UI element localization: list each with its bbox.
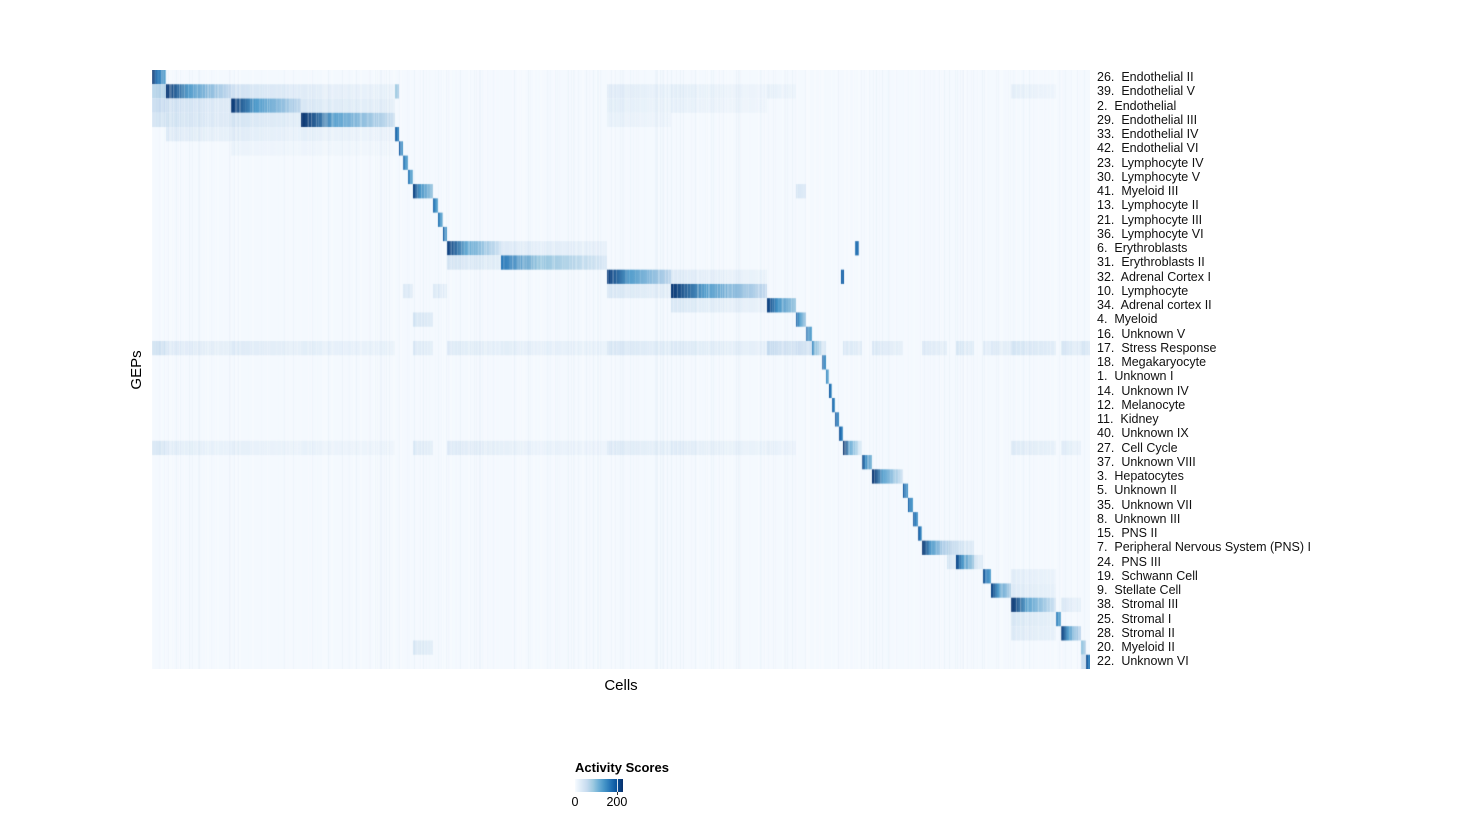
gep-row-label: 11. Kidney (1097, 412, 1159, 426)
gep-row-label: 4. Myeloid (1097, 312, 1158, 327)
gep-row-label: 21. Lymphocyte III (1097, 212, 1203, 227)
gep-row-label: 23. Lymphocyte IV (1097, 155, 1204, 170)
gep-row-label: 28. Stromal II (1097, 625, 1175, 640)
gep-row-label: 22. Unknown VI (1097, 654, 1189, 669)
gep-row-label: 13. Lymphocyte II (1097, 198, 1199, 213)
legend-tick-labels: 0 200 (571, 795, 628, 809)
gep-row-label: 7. Peripheral Nervous System (PNS) I (1097, 540, 1311, 555)
gep-row-label: 25. Stromal I (1097, 611, 1172, 626)
x-axis-label: Cells (604, 677, 638, 694)
legend-colorbar (575, 779, 623, 795)
legend: Activity Scores 0 200 (571, 760, 695, 809)
gep-row-label: 29. Endothelial III (1097, 112, 1198, 127)
heatmap (152, 70, 1090, 669)
gep-row-label: 17. Stress Response (1097, 340, 1217, 355)
y-axis-label: GEPs (128, 350, 145, 390)
gep-row-label: 40. Unknown IX (1097, 426, 1189, 441)
gep-row-label: 27. Cell Cycle (1097, 440, 1178, 455)
gep-row-label: 9. Stellate Cell (1097, 583, 1182, 597)
gep-row-label: 20. Myeloid II (1097, 640, 1175, 654)
gep-row-label: 33. Endothelial IV (1097, 127, 1199, 141)
gep-row-label: 37. Unknown VIII (1097, 454, 1196, 469)
gep-row-label: 32. Adrenal Cortex I (1097, 269, 1211, 284)
gep-row-label: 1. Unknown I (1097, 369, 1174, 384)
gep-row-label: 6. Erythroblasts (1097, 241, 1188, 255)
gep-row-label: 3. Hepatocytes (1097, 469, 1184, 483)
gep-row-label: 18. Megakaryocyte (1097, 355, 1207, 369)
legend-title: Activity Scores (575, 760, 669, 775)
gep-row-label: 36. Lymphocyte VI (1097, 226, 1204, 241)
gep-row-label: 8. Unknown III (1097, 511, 1181, 526)
legend-tick-stub (616, 792, 618, 795)
gep-row-label: 41. Myeloid III (1097, 184, 1179, 198)
gep-row-label: 42. Endothelial VI (1097, 141, 1199, 156)
gep-row-label: 38. Stromal III (1097, 597, 1179, 612)
gep-row-label: 10. Lymphocyte (1097, 283, 1189, 298)
gep-row-label: 31. Erythroblasts II (1097, 255, 1205, 270)
gep-row-label: 15. PNS II (1097, 526, 1158, 540)
legend-tick-200: 200 (606, 795, 628, 809)
gep-row-label: 19. Schwann Cell (1097, 568, 1198, 583)
gep-row-label: 34. Adrenal cortex II (1097, 298, 1212, 312)
gep-row-label: 35. Unknown VII (1097, 497, 1193, 512)
legend-tick-mark (616, 779, 619, 792)
gep-row-label: 14. Unknown IV (1097, 383, 1189, 398)
gep-row-label: 39. Endothelial V (1097, 84, 1195, 99)
gep-row-label: 12. Melanocyte (1097, 397, 1186, 412)
gep-row-label: 16. Unknown V (1097, 326, 1186, 341)
gep-row-label: 5. Unknown II (1097, 483, 1177, 498)
gep-row-label: 24. PNS III (1097, 554, 1161, 569)
gep-row-label: 26. Endothelial II (1097, 70, 1194, 84)
legend-tick-0: 0 (571, 795, 579, 809)
gep-row-label: 30. Lymphocyte V (1097, 169, 1201, 184)
gep-row-labels: 26. Endothelial II 39. Endothelial V 2. En… (1097, 70, 1457, 669)
gep-row-label: 2. Endothelial (1097, 98, 1177, 113)
